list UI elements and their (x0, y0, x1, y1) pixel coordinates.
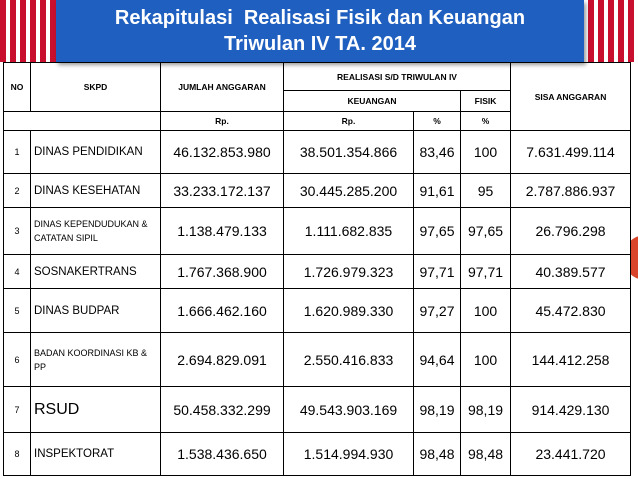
table-row: 8 INSPEKTORAT 1.538.436.650 1.514.994.930 98… (3, 432, 632, 476)
table-cell: 83,46 (413, 130, 461, 174)
table-cell: 1.767.368.900 (160, 254, 284, 289)
table-cell: 26.796.298 (510, 207, 632, 255)
table-cell: 33.233.172.137 (160, 173, 284, 208)
table-cell: 1 (3, 130, 31, 174)
table-cell: RSUD (30, 386, 161, 433)
table-cell: 6 (3, 332, 31, 387)
table-body: 1 DINAS PENDIDIKAN 46.132.853.980 38.501.35… (3, 130, 632, 476)
table-row: 6 BADAN KOORDINASI KB & PP 2.694.829.091 2.… (3, 332, 632, 387)
table-cell: 1.538.436.650 (160, 432, 284, 476)
table-cell: 2.694.829.091 (160, 332, 284, 387)
table-cell: 8 (3, 432, 31, 476)
table-cell: 7 (3, 386, 31, 433)
table-cell: BADAN KOORDINASI KB & PP (30, 332, 161, 387)
table-cell: 100 (459, 130, 512, 174)
table-cell: 97,71 (413, 254, 461, 289)
header-cell: % (459, 111, 512, 131)
header-cell: SKPD (30, 62, 161, 112)
table-cell: 23.441.720 (510, 432, 632, 476)
header-row: Rp. Rp. % % (3, 111, 631, 131)
header-cell: KEUANGAN (283, 90, 461, 112)
table-cell: 1.111.682.835 (283, 207, 414, 255)
table-cell: 97,27 (413, 288, 461, 333)
table-cell: DINAS KEPENDUDUKAN & CATATAN SIPIL (30, 207, 161, 255)
table-cell: 3 (3, 207, 31, 255)
decoration (578, 0, 638, 62)
header-cell: NO (3, 62, 31, 112)
header-cell: REALISASI S/D TRIWULAN IV (282, 62, 512, 91)
header-cell: JUMLAH ANGGARAN (160, 62, 284, 112)
header-cell: Rp. (283, 111, 414, 131)
table-cell: 98,48 (413, 432, 461, 476)
header-cell: Rp. (160, 111, 284, 131)
table-cell: 1.514.994.930 (283, 432, 414, 476)
table-cell: 98,19 (413, 386, 461, 433)
table-cell: 144.412.258 (510, 332, 632, 387)
header-row: NO SKPD JUMLAH ANGGARAN REALISASI S/D TR… (3, 62, 632, 131)
table-cell: 97,65 (413, 207, 461, 255)
table-row: 5 DINAS BUDPAR 1.666.462.160 1.620.989.330 9… (3, 288, 632, 333)
header-cell: FISIK (459, 90, 512, 112)
table-head: NO SKPD JUMLAH ANGGARAN REALISASI S/D TR… (3, 62, 632, 131)
table-cell: 49.543.903.169 (283, 386, 414, 433)
table-cell: 1.620.989.330 (283, 288, 414, 333)
table-cell: 100 (459, 288, 512, 333)
header-cell: % (413, 111, 461, 131)
table-cell: 94,64 (413, 332, 461, 387)
title-banner: Rekapitulasi Realisasi Fisik dan Keuanga… (56, 0, 584, 62)
table-cell: 97,71 (459, 254, 512, 289)
table-cell: 98,48 (459, 432, 512, 476)
table-cell: 50.458.332.299 (160, 386, 284, 433)
table-cell: 100 (459, 332, 512, 387)
table-row: 2 DINAS KESEHATAN 33.233.172.137 30.445.285… (3, 173, 632, 208)
table-row: 7 RSUD 50.458.332.299 49.543.903.169 98,19 98… (3, 386, 632, 433)
table-row: 1 DINAS PENDIDIKAN 46.132.853.980 38.501.35… (3, 130, 632, 174)
table-cell: 97,65 (459, 207, 512, 255)
header-cell (3, 111, 161, 131)
table-cell: DINAS PENDIDIKAN (30, 130, 161, 174)
table-cell: 2 (3, 173, 31, 208)
table-cell: 45.472.830 (510, 288, 632, 333)
table-cell: 30.445.285.200 (283, 173, 414, 208)
subtitle: Triwulan IV TA. 2014 (224, 33, 416, 55)
table-cell: INSPEKTORAT (30, 432, 161, 476)
header-cell: SISA ANGGARAN (510, 62, 632, 131)
table-cell: DINAS BUDPAR (30, 288, 161, 333)
table-cell: 46.132.853.980 (160, 130, 284, 174)
table-cell: 38.501.354.866 (283, 130, 414, 174)
table-cell: 40.389.577 (510, 254, 632, 289)
table-row: 3 DINAS KEPENDUDUKAN & CATATAN SIPIL 1.138… (3, 207, 632, 255)
table-cell: DINAS KESEHATAN (30, 173, 161, 208)
table-row: 4 SOSNAKERTRANS 1.767.368.900 1.726.979.323… (3, 254, 632, 289)
table-cell: 4 (3, 254, 31, 289)
table-cell: 2.550.416.833 (283, 332, 414, 387)
table-cell: 1.138.479.133 (160, 207, 284, 255)
table-cell: 7.631.499.114 (510, 130, 632, 174)
table-cell: 2.787.886.937 (510, 173, 632, 208)
decoration (0, 0, 60, 62)
table-cell: 98,19 (459, 386, 512, 433)
table-cell: 1.666.462.160 (160, 288, 284, 333)
table-cell: 5 (3, 288, 31, 333)
title: Rekapitulasi Realisasi Fisik dan Keuanga… (114, 7, 526, 29)
table-cell: 914.429.130 (510, 386, 632, 433)
data-table: NO SKPD JUMLAH ANGGARAN REALISASI S/D TR… (3, 62, 632, 476)
table-cell: SOSNAKERTRANS (30, 254, 161, 289)
table-cell: 1.726.979.323 (283, 254, 414, 289)
table-cell: 91,61 (413, 173, 461, 208)
table-cell: 95 (459, 173, 512, 208)
